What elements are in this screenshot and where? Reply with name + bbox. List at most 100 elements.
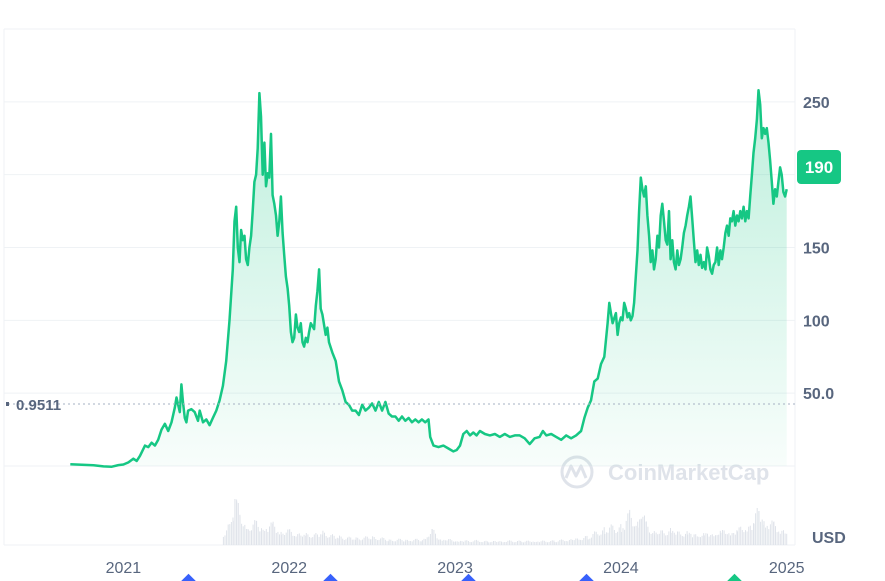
volume-bar bbox=[692, 537, 693, 545]
event-marker[interactable] bbox=[726, 573, 743, 581]
volume-bar bbox=[731, 533, 733, 545]
volume-bar bbox=[282, 533, 284, 545]
volume-bar bbox=[524, 541, 526, 545]
event-marker[interactable] bbox=[322, 573, 339, 581]
volume-bar bbox=[594, 531, 596, 545]
volume-bar bbox=[784, 533, 786, 545]
volume-bar bbox=[720, 532, 722, 545]
volume-bar bbox=[687, 534, 689, 545]
volume-bar bbox=[358, 539, 360, 545]
volume-bar bbox=[597, 534, 599, 545]
volume-bar bbox=[254, 520, 256, 545]
volume-bar bbox=[688, 532, 690, 545]
volume-bar bbox=[302, 536, 303, 545]
current-price-label: 190 bbox=[805, 158, 833, 177]
volume-bar bbox=[348, 536, 350, 545]
volume-bar bbox=[605, 532, 607, 545]
volume-bar bbox=[622, 528, 624, 545]
x-tick-label: 2022 bbox=[271, 560, 307, 577]
volume-bar bbox=[449, 539, 451, 545]
volume-bar bbox=[380, 538, 382, 545]
volume-bar bbox=[527, 540, 529, 545]
volume-bar bbox=[414, 538, 416, 545]
volume-bar bbox=[366, 536, 368, 545]
volume-bar bbox=[766, 525, 768, 545]
volume-bar bbox=[769, 524, 771, 545]
volume-bar bbox=[454, 541, 456, 545]
volume-bar bbox=[386, 541, 388, 545]
volume-bar bbox=[461, 541, 463, 545]
volume-bar bbox=[350, 537, 352, 545]
volume-bar bbox=[681, 536, 683, 545]
volume-bar bbox=[584, 536, 586, 545]
volume-bar bbox=[710, 535, 712, 545]
y-axis: 250 150 100 50.0 bbox=[803, 95, 834, 403]
volume-bar bbox=[615, 533, 617, 545]
volume-bar bbox=[365, 536, 367, 545]
volume-bar bbox=[480, 542, 482, 545]
volume-bar bbox=[645, 521, 647, 545]
volume-bar bbox=[644, 515, 645, 545]
volume-bar bbox=[513, 542, 515, 545]
volume-bar bbox=[307, 534, 309, 545]
volume-bar bbox=[451, 540, 453, 545]
volume-bar bbox=[440, 539, 442, 545]
volume-bar bbox=[547, 542, 548, 545]
volume-bar bbox=[693, 534, 695, 545]
volume-bar bbox=[446, 540, 448, 545]
volume-bar bbox=[431, 529, 433, 545]
volume-bar bbox=[298, 533, 300, 545]
volume-bar bbox=[423, 538, 425, 545]
volume-bar bbox=[310, 537, 312, 545]
volume-bar bbox=[587, 539, 589, 545]
volume-bar bbox=[398, 538, 400, 545]
volume-bar bbox=[401, 540, 403, 545]
volume-bar bbox=[399, 538, 401, 545]
volume-bar bbox=[738, 527, 740, 545]
volume-bar bbox=[537, 541, 539, 545]
volume-bar bbox=[472, 541, 474, 545]
volume-bar bbox=[526, 540, 528, 545]
volume-bar bbox=[320, 534, 322, 545]
event-marker[interactable] bbox=[180, 573, 197, 581]
volume-bar bbox=[654, 534, 655, 545]
volume-bar bbox=[781, 530, 783, 545]
y-tick-label: 50.0 bbox=[803, 386, 834, 403]
volume-bar bbox=[512, 541, 514, 545]
volume-bar bbox=[272, 521, 274, 545]
volume-bar bbox=[351, 539, 353, 545]
volume-bar bbox=[723, 530, 725, 545]
volume-bar bbox=[390, 539, 392, 545]
volume-bar bbox=[342, 538, 344, 545]
event-marker[interactable] bbox=[578, 573, 595, 581]
volume-bar bbox=[252, 524, 254, 545]
volume-bar bbox=[499, 541, 501, 545]
volume-bar bbox=[357, 537, 359, 545]
volume-bar bbox=[239, 516, 241, 545]
volume-bar bbox=[548, 542, 550, 545]
volume-bar bbox=[745, 530, 746, 545]
volume-bar bbox=[257, 526, 259, 545]
volume-bar bbox=[540, 541, 542, 545]
volume-bar bbox=[677, 531, 678, 545]
volume-bar bbox=[370, 539, 371, 545]
volume-bar bbox=[303, 534, 305, 545]
volume-bar bbox=[592, 534, 594, 545]
volume-bar bbox=[504, 542, 506, 545]
volume-bar bbox=[551, 540, 553, 545]
volume-bar bbox=[494, 541, 496, 545]
volume-bar bbox=[618, 527, 620, 545]
price-line[interactable] bbox=[70, 88, 788, 468]
volume-bar bbox=[680, 534, 682, 545]
volume-bar bbox=[384, 539, 386, 545]
volume-bar bbox=[553, 540, 555, 545]
volume-bar bbox=[441, 540, 443, 545]
volume-bar bbox=[244, 524, 246, 545]
volume-bar bbox=[458, 541, 460, 545]
volume-bar bbox=[345, 539, 347, 545]
volume-bar bbox=[395, 541, 397, 545]
volume-bar bbox=[428, 536, 430, 545]
volume-bar bbox=[604, 534, 606, 545]
volume-bar bbox=[718, 534, 720, 545]
